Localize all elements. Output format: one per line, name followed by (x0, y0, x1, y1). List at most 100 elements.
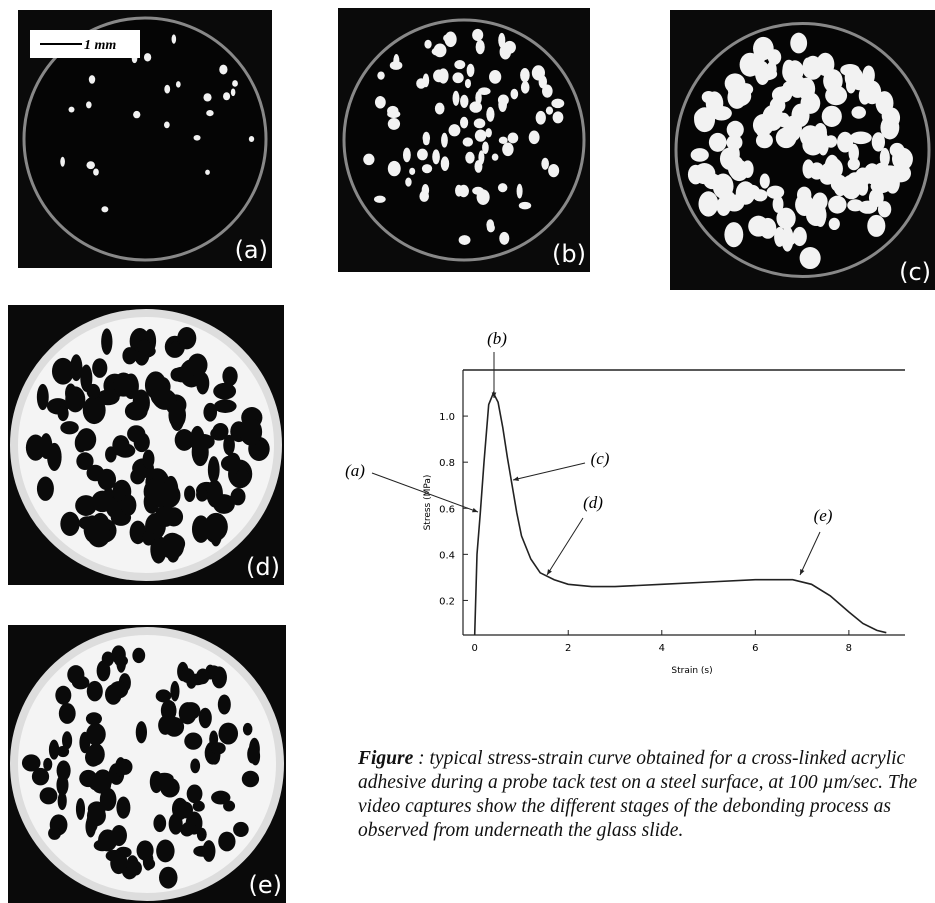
cavity (890, 164, 912, 183)
cavity (828, 217, 840, 231)
cavity (113, 435, 125, 456)
cavity (219, 64, 228, 75)
annotation: (b) (487, 329, 507, 348)
arrow-head (547, 569, 552, 575)
cavity (775, 127, 797, 149)
cavity (520, 67, 530, 83)
cavity (120, 494, 137, 516)
x-tick-label: 6 (752, 643, 758, 654)
cavity (889, 142, 905, 158)
cavity (204, 512, 228, 541)
cavity (233, 821, 249, 837)
cavity (802, 159, 815, 179)
cavity (431, 47, 442, 56)
cavity (164, 84, 171, 94)
cavity (87, 743, 105, 766)
cavity (21, 754, 41, 772)
cavity (241, 770, 260, 788)
cavity (70, 354, 83, 382)
cavity (210, 742, 226, 755)
cavity (485, 128, 492, 138)
cavity (167, 701, 177, 720)
cavity (454, 59, 466, 70)
cavity (86, 723, 106, 746)
cavity (475, 91, 482, 105)
cavity (133, 432, 150, 453)
cavity (89, 779, 107, 791)
image-panel: (b) (338, 8, 590, 272)
cavity (175, 81, 181, 88)
cavity (192, 800, 205, 812)
cavity (190, 758, 201, 774)
cavity (213, 494, 235, 514)
cavity (187, 353, 208, 377)
cavity (694, 107, 716, 133)
cavity (824, 154, 840, 180)
cavity (848, 143, 859, 163)
cavity (465, 151, 475, 164)
cavity (482, 141, 489, 154)
cavity (181, 821, 197, 835)
cavity (31, 767, 50, 786)
cavity (193, 134, 201, 141)
cavity (230, 487, 246, 506)
cavity (230, 88, 236, 97)
arrow-head (800, 569, 805, 575)
cavity (76, 428, 97, 451)
cavity (875, 91, 894, 115)
cavity (156, 839, 175, 863)
cavity (93, 168, 99, 176)
cavity (499, 44, 512, 60)
cavity (510, 88, 519, 100)
cavity (113, 372, 134, 397)
cavity (85, 712, 102, 726)
cavity (387, 117, 401, 130)
cavity (159, 866, 178, 889)
cavity (441, 132, 448, 148)
annotation: (e) (814, 506, 833, 525)
cavity (203, 93, 212, 102)
cavity (184, 485, 196, 503)
cavity (67, 665, 85, 685)
cavity (726, 120, 744, 139)
cavity (870, 179, 892, 194)
cavity (196, 668, 210, 685)
arrow-head (491, 392, 497, 398)
cavity (184, 732, 203, 750)
cavity (516, 183, 523, 199)
annotation: (a) (345, 461, 365, 480)
cavity (60, 421, 79, 435)
cavity (48, 739, 60, 760)
cavity (690, 148, 709, 162)
cavity (409, 167, 416, 175)
cavity (114, 655, 128, 667)
curve (473, 391, 887, 636)
cavity (803, 55, 823, 80)
cavity (849, 131, 872, 145)
cavity (438, 68, 449, 84)
cavity (541, 157, 549, 170)
cavity (535, 110, 546, 125)
cavity (421, 164, 433, 174)
cavity (698, 191, 719, 217)
cavity (792, 226, 807, 247)
cavity (75, 797, 86, 820)
cavity (25, 434, 46, 461)
cavity (143, 53, 152, 62)
panel-label: (a) (235, 236, 268, 264)
cavity (452, 90, 460, 106)
cavity (790, 32, 808, 54)
cavity (877, 201, 892, 218)
cavity (155, 505, 176, 527)
cavity (545, 106, 554, 115)
cavity (132, 647, 146, 664)
cavity (58, 703, 76, 724)
cavity (791, 103, 810, 127)
cavity (223, 434, 235, 456)
x-tick-label: 8 (846, 643, 852, 654)
cavity (499, 231, 510, 245)
cavity (844, 67, 857, 87)
cavity (105, 684, 122, 705)
cavity (115, 757, 127, 777)
annotation-arrow (799, 531, 821, 576)
